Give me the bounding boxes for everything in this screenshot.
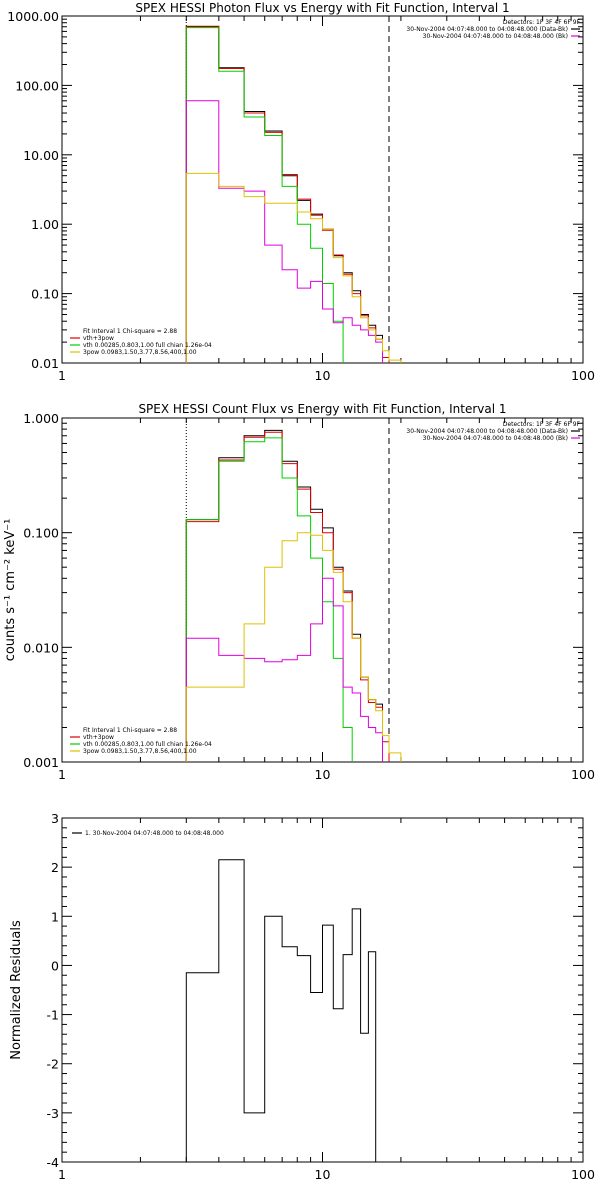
legend-entry: Detectors: 1F 3F 4F 6F 9F <box>503 421 581 428</box>
y-tick-label: 3 <box>51 811 59 826</box>
legend-entry: vth 0.00285,0.803,1.00 full chian 1.26e-… <box>83 741 212 748</box>
y-tick-label: 100.00 <box>15 78 59 93</box>
legend-entry: 3pow 0.0983,1.50,3.77,8.56,400,1.00 <box>83 349 197 356</box>
y-tick-label: 2 <box>51 860 59 875</box>
series-line-4 <box>185 577 383 762</box>
legend-entry: Fit Interval 1 Chi-square = 2.88 <box>83 727 177 734</box>
legend-entry: 30-Nov-2004 04:07:48.000 to 04:08:48.000… <box>423 33 568 40</box>
y-axis-label: Normalized Residuals <box>9 920 24 1060</box>
plot-area <box>185 16 402 363</box>
y-tick-label: 0 <box>51 958 59 973</box>
y-axis-ticks <box>62 817 583 1163</box>
legend-entry: vth+3pow <box>83 335 114 342</box>
plot-area <box>185 418 402 762</box>
y-tick-label: 1000.00 <box>7 9 59 24</box>
legend-entry: 30-Nov-2004 04:07:48.000 to 04:08:48.000… <box>423 435 568 442</box>
y-tick-label: 0.001 <box>23 755 59 770</box>
series-line-3 <box>185 437 353 762</box>
series-line-1 <box>185 26 383 363</box>
series-line-3 <box>185 27 344 363</box>
series-line-1 <box>185 429 383 762</box>
legend-entry: 3pow 0.0983,1.50,3.77,8.56,400,1.00 <box>83 748 197 755</box>
y-tick-label: 0.100 <box>23 526 59 541</box>
legend-left: 1. 30-Nov-2004 04:07:48.000 to 04:08:48.… <box>72 830 224 837</box>
y-tick-label: 0.01 <box>31 356 59 371</box>
legend-entry: Detectors: 1F 3F 4F 6F 9F <box>503 19 581 26</box>
x-tick-label: 10 <box>315 1167 331 1182</box>
legend-entry: 30-Nov-2004 04:07:48.000 to 04:08:48.000… <box>406 428 568 435</box>
y-tick-label: 0.010 <box>23 640 59 655</box>
plot-area <box>185 859 377 1162</box>
x-tick-label: 100 <box>571 368 595 383</box>
x-axis-ticks <box>139 818 572 1162</box>
y-tick-label: 10.00 <box>23 148 59 163</box>
x-tick-label: 10 <box>315 368 331 383</box>
legend-left: Fit Interval 1 Chi-square = 2.88vth+3pow… <box>70 727 212 755</box>
y-tick-label: 1.000 <box>23 411 59 426</box>
legend-entry: vth+3pow <box>83 734 114 741</box>
legend-entry: Fit Interval 1 Chi-square = 2.88 <box>83 328 177 335</box>
y-tick-label: -4 <box>47 1155 60 1170</box>
x-tick-label: 1 <box>58 1167 66 1182</box>
series-line-2 <box>185 25 390 363</box>
x-axis-ticks <box>139 16 572 363</box>
chart-panel-3: Normalized Residuals 1 10 100 -4 -3 -2 -1 0 1 2 3 1.… <box>9 811 595 1182</box>
x-axis-ticks <box>139 418 572 762</box>
y-axis-ticks <box>62 417 583 763</box>
x-tick-label: 100 <box>571 767 595 782</box>
chart-panel-1: SPEX HESSI Photon Flux vs Energy with Fi… <box>7 1 595 383</box>
plot-frame <box>61 15 584 364</box>
y-axis-ticks <box>62 15 583 364</box>
legend-left: Fit Interval 1 Chi-square = 2.88vth+3pow… <box>70 328 212 356</box>
series-line-4 <box>185 100 383 363</box>
series-line-2 <box>185 431 390 762</box>
y-tick-label: 1 <box>51 909 59 924</box>
y-tick-label: -1 <box>47 1008 59 1023</box>
legend-entry: 1. 30-Nov-2004 04:07:48.000 to 04:08:48.… <box>85 830 224 837</box>
x-tick-label: 1 <box>58 767 66 782</box>
y-axis-label: counts s⁻¹ cm⁻² keV⁻¹ <box>3 519 18 662</box>
legend-entry: 30-Nov-2004 04:07:48.000 to 04:08:48.000… <box>406 26 568 33</box>
x-tick-label: 100 <box>571 1167 595 1182</box>
x-tick-label: 10 <box>315 767 331 782</box>
series-line-1 <box>185 859 377 1162</box>
series-line-5 <box>185 172 402 363</box>
x-tick-label: 1 <box>58 368 66 383</box>
y-tick-label: -2 <box>47 1057 59 1072</box>
y-tick-label: 0.10 <box>31 287 59 302</box>
y-tick-label: 1.00 <box>31 217 59 232</box>
y-tick-label: -3 <box>47 1106 59 1121</box>
chart-panel-2: SPEX HESSI Count Flux vs Energy with Fit… <box>3 402 595 782</box>
chart-title: SPEX HESSI Photon Flux vs Energy with Fi… <box>135 1 509 15</box>
legend-entry: vth 0.00285,0.803,1.00 full chian 1.26e-… <box>83 342 212 349</box>
series-line-5 <box>185 532 402 762</box>
chart-title: SPEX HESSI Count Flux vs Energy with Fit… <box>138 402 506 416</box>
